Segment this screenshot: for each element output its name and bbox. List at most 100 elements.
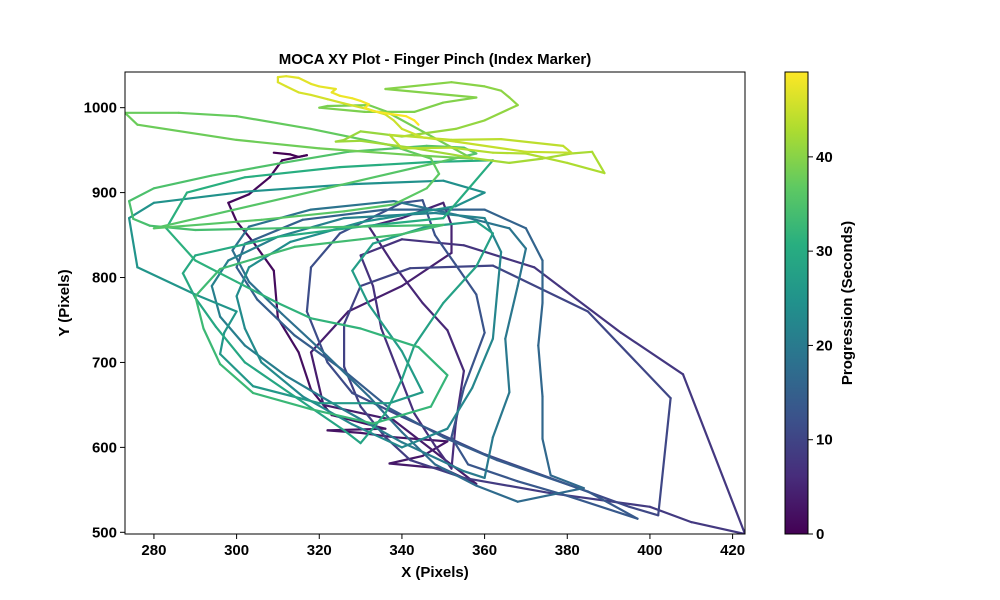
trajectory-segment	[495, 459, 590, 493]
trajectory-segment	[351, 179, 445, 186]
trajectory-segment	[475, 484, 519, 503]
colorbar-tick-label: 40	[816, 149, 833, 166]
trajectory-segment	[235, 280, 279, 305]
trajectory-segment	[454, 140, 528, 153]
trajectory-segment	[566, 161, 606, 175]
trajectory-segment	[285, 85, 300, 94]
trajectory-segment	[359, 405, 387, 439]
trajectory-segment	[194, 296, 217, 328]
trajectory-segment	[318, 147, 416, 157]
trajectory-segment	[152, 190, 246, 204]
trajectory-segment	[219, 245, 296, 271]
trajectory-segment	[429, 374, 449, 408]
trajectory-segment	[181, 272, 197, 299]
trajectory-segment	[384, 87, 478, 99]
trajectory-segment	[194, 295, 205, 330]
trajectory-segment	[297, 91, 313, 97]
y-axis: 500 600 700 800 900 1000	[84, 100, 125, 541]
trajectory-segment	[301, 208, 387, 221]
trajectory-segment	[125, 111, 139, 126]
trajectory-segment	[475, 293, 486, 334]
trajectory-segment	[400, 441, 465, 473]
trajectory-segment	[276, 301, 313, 320]
trajectory-segment	[243, 218, 304, 245]
colorbar-tick-label: 20	[816, 337, 833, 354]
trajectory-segment	[185, 176, 246, 194]
trajectory-segment	[619, 331, 685, 376]
trajectory-segment	[367, 225, 395, 266]
trajectory-series	[125, 75, 745, 534]
x-tick-label: 340	[389, 542, 414, 559]
trajectory-segment	[413, 119, 420, 126]
trajectory-segment	[384, 109, 474, 160]
trajectory-segment	[400, 238, 465, 247]
trajectory-segment	[491, 391, 511, 439]
trajectory-segment	[326, 361, 354, 395]
trajectory-segment	[454, 263, 478, 296]
trajectory-segment	[359, 233, 403, 241]
trajectory-segment	[326, 103, 370, 108]
trajectory-segment	[252, 391, 313, 411]
trajectory-segment	[388, 133, 403, 150]
trajectory-segment	[243, 166, 341, 179]
trajectory-segment	[152, 152, 478, 230]
trajectory-segment	[128, 200, 135, 220]
trajectory-segment	[318, 85, 337, 91]
trajectory-segment	[359, 139, 412, 149]
trajectory-segment	[504, 337, 511, 394]
trajectory-segment	[491, 151, 528, 155]
trajectory-segment	[400, 431, 437, 466]
trajectory-segment	[561, 144, 573, 154]
trajectory-segment	[165, 191, 189, 230]
trajectory-segment	[388, 407, 445, 439]
trajectory-segment	[343, 203, 395, 213]
trajectory-segment	[351, 423, 403, 449]
trajectory-segment	[260, 210, 346, 221]
trajectory-segment	[400, 146, 453, 150]
trajectory-segment	[557, 284, 623, 334]
trajectory-segment	[392, 187, 428, 206]
trajectory-segment	[281, 154, 308, 162]
trajectory-segment	[628, 505, 660, 517]
trajectory-segment	[359, 238, 403, 257]
x-tick-label: 360	[472, 542, 497, 559]
trajectory-segment	[400, 223, 445, 236]
trajectory-segment	[384, 378, 403, 415]
trajectory-segment	[252, 385, 321, 405]
trajectory-segment	[421, 136, 457, 143]
trajectory-segment	[276, 150, 350, 165]
trajectory-segment	[405, 115, 416, 122]
trajectory-segment	[388, 454, 424, 465]
trajectory-segment	[400, 251, 453, 288]
trajectory-segment	[450, 138, 503, 141]
trajectory-segment	[421, 199, 437, 237]
colorbar-label: Progression (Seconds)	[839, 221, 856, 385]
trajectory-segment	[194, 223, 445, 232]
trajectory-segment	[533, 266, 561, 288]
trajectory-segment	[247, 280, 284, 316]
trajectory-segment	[690, 520, 745, 534]
trajectory-segment	[359, 217, 445, 228]
trajectory-segment	[384, 113, 395, 122]
trajectory-segment	[152, 174, 213, 190]
trajectory-segment	[413, 154, 474, 160]
trajectory-segment	[371, 405, 432, 425]
trajectory-segment	[475, 232, 494, 268]
trajectory-segment	[359, 327, 420, 349]
trajectory-segment	[566, 494, 639, 520]
trajectory-segment	[231, 249, 251, 283]
trajectory-segment	[367, 303, 403, 353]
trajectory-segment	[590, 150, 606, 175]
trajectory-segment	[483, 208, 528, 230]
trajectory-segment	[227, 193, 251, 204]
trajectory-segment	[243, 327, 263, 364]
trajectory-segment	[194, 267, 222, 298]
trajectory-segment	[202, 327, 222, 366]
trajectory-segment	[343, 130, 362, 141]
trajectory-segment	[454, 119, 486, 130]
trajectory-segment	[343, 211, 437, 220]
trajectory-segment	[508, 157, 544, 164]
trajectory-segment	[210, 162, 279, 177]
trajectory-segment	[326, 98, 346, 105]
